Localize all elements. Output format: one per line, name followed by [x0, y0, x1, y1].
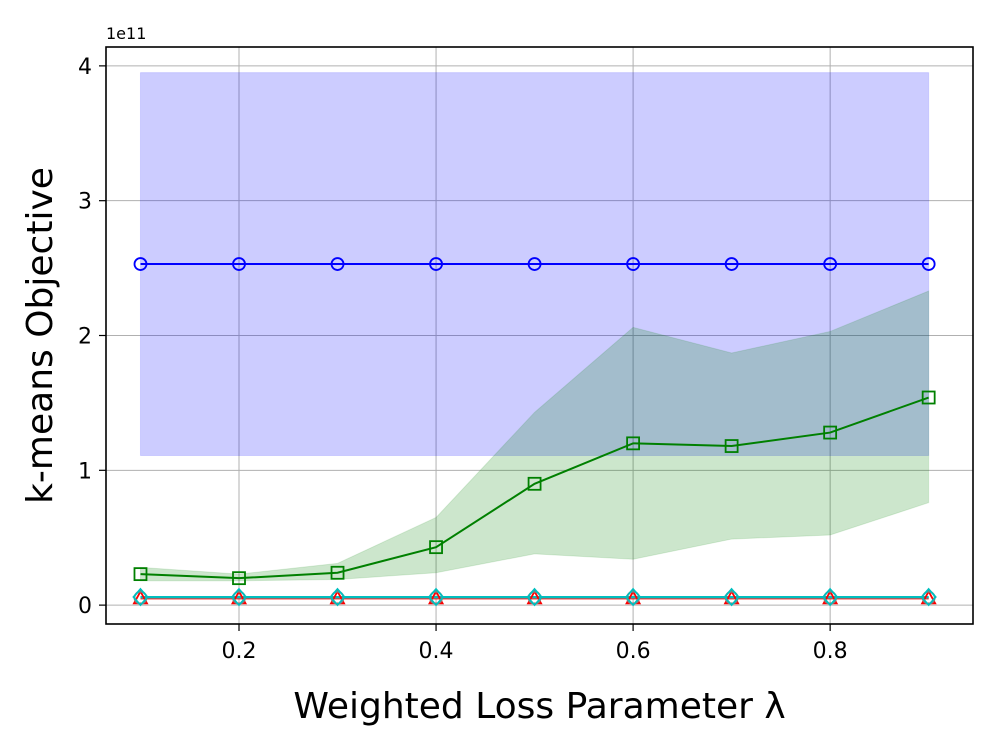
- data-point-marker: [230, 587, 248, 607]
- y-tick-label: 0: [78, 594, 92, 619]
- y-tick-label: 3: [78, 190, 92, 215]
- data-point-marker: [921, 390, 936, 405]
- data-point-marker: [232, 571, 246, 586]
- data-point-marker: [527, 257, 542, 271]
- data-point-marker: [723, 587, 740, 607]
- data-point-marker: [724, 439, 739, 453]
- y-tick-label: 2: [78, 325, 92, 350]
- data-point-marker: [624, 587, 642, 607]
- data-point-marker: [329, 587, 346, 607]
- data-point-marker: [429, 257, 443, 271]
- x-tick-label: 0.8: [813, 639, 848, 664]
- y-axis-label: k-means Objective: [20, 167, 61, 504]
- data-point-marker: [429, 540, 443, 555]
- data-point-marker: [527, 476, 542, 491]
- grid: [106, 47, 973, 624]
- data-point-marker: [133, 257, 148, 271]
- x-tick-label: 0.2: [222, 639, 257, 664]
- data-point-marker: [133, 567, 148, 582]
- y-tick-label: 4: [78, 55, 92, 80]
- x-axis-label: Weighted Loss Parameter λ: [293, 686, 785, 727]
- series-line: [140, 396, 929, 580]
- data-point-marker: [132, 587, 149, 607]
- x-tick-label: 0.6: [616, 639, 651, 664]
- axis-ticks: 0.2 0.4 0.6 0.8 0 1 2 3 4: [78, 55, 848, 664]
- data-point-marker: [626, 436, 640, 451]
- y-exponent-label: 1e11: [106, 24, 146, 43]
- y-tick-label: 1: [78, 459, 92, 484]
- x-tick-label: 0.4: [419, 639, 454, 664]
- data-point-marker: [626, 257, 640, 271]
- data-point-marker: [920, 587, 937, 607]
- data-point-marker: [921, 257, 936, 271]
- data-point-marker: [526, 587, 543, 607]
- data-point-marker: [823, 257, 838, 271]
- data-point-marker: [232, 257, 246, 271]
- data-point-marker: [724, 257, 739, 271]
- series-markers: [132, 257, 937, 607]
- series-lines: [140, 263, 929, 600]
- data-point-marker: [821, 587, 839, 607]
- data-point-marker: [427, 587, 445, 607]
- data-point-marker: [330, 565, 345, 580]
- data-point-marker: [330, 257, 345, 271]
- data-point-marker: [823, 425, 838, 440]
